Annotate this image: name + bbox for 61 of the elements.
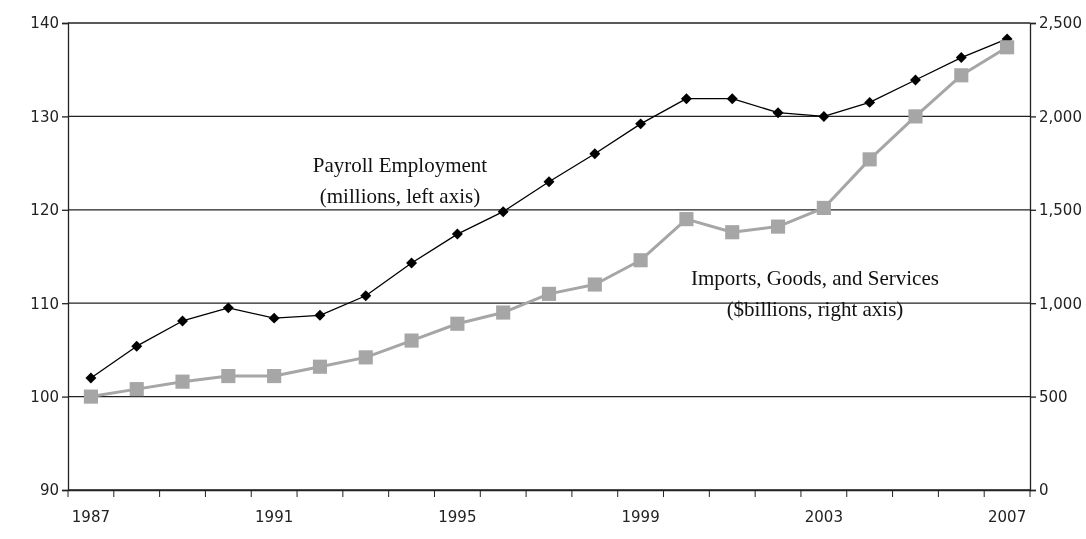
x-tick-label: 1995 (438, 507, 477, 526)
point (818, 110, 830, 122)
point (864, 96, 876, 108)
point (633, 253, 648, 268)
point (908, 109, 923, 124)
y-tick-label: 100 (30, 387, 59, 406)
point (406, 257, 418, 269)
point (589, 148, 601, 160)
point (543, 176, 555, 188)
point (770, 219, 786, 234)
point (954, 68, 969, 83)
point (725, 225, 740, 240)
point (267, 368, 282, 384)
x-tick-label: 1999 (621, 507, 660, 526)
point (131, 340, 143, 352)
point (314, 309, 326, 321)
point (541, 286, 557, 301)
y-tick-label: 130 (30, 107, 59, 126)
annotation: Payroll Employment (millions, left axis) (312, 153, 488, 208)
point (177, 315, 188, 327)
y2-tick-label: 1,000 (1039, 294, 1082, 313)
point (85, 372, 97, 384)
point (910, 74, 921, 86)
point (83, 389, 98, 404)
point (679, 212, 694, 227)
y2-tick-label: 1,500 (1039, 201, 1082, 220)
y2-tick-label: 0 (1039, 481, 1049, 500)
x-tick-label: 2007 (988, 507, 1027, 526)
point (862, 152, 877, 167)
point (175, 374, 190, 389)
y-tick-label: 140 (30, 14, 59, 33)
x-tick-label: 1991 (255, 507, 294, 526)
point (587, 277, 602, 292)
point (1000, 40, 1015, 55)
point (221, 368, 236, 384)
point (360, 290, 372, 302)
point (496, 305, 511, 320)
y2-tick-label: 2,500 (1039, 14, 1082, 33)
x-tick-label: 2003 (804, 507, 843, 526)
point (268, 312, 280, 324)
point (680, 93, 692, 105)
y2-tick-label: 2,000 (1039, 107, 1082, 126)
point (955, 52, 967, 64)
y2-tick-label: 500 (1039, 387, 1068, 406)
y-tick-label: 110 (30, 294, 59, 313)
point (635, 118, 647, 130)
point (358, 350, 373, 365)
point (404, 333, 419, 348)
annotation: Imports, Goods, and Services ($billions, right axis) (691, 266, 939, 321)
y-tick-label: 120 (30, 201, 59, 220)
point (451, 228, 463, 240)
point (726, 93, 738, 105)
point (312, 359, 328, 374)
y-tick-label: 90 (39, 481, 59, 500)
point (222, 302, 234, 314)
point (497, 206, 509, 218)
point (129, 382, 144, 397)
point (772, 107, 784, 119)
x-tick-label: 1987 (71, 507, 110, 526)
point (450, 316, 465, 331)
point (816, 200, 831, 215)
